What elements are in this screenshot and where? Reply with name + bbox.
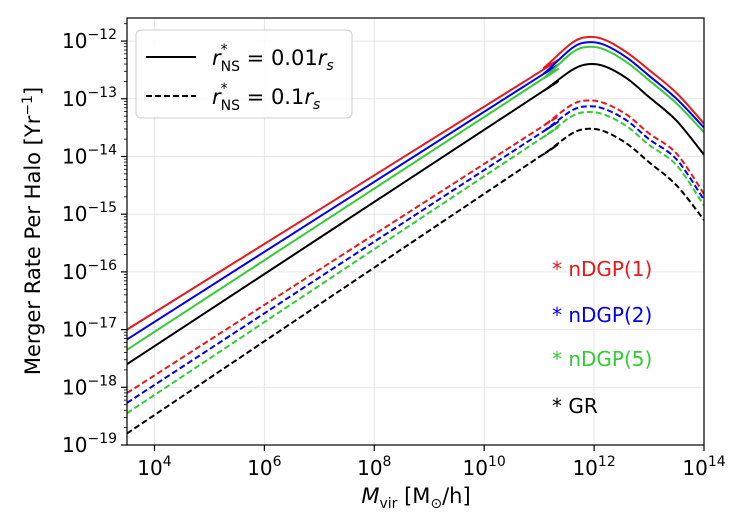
x-axis-title: Mvir [M⊙/h]	[361, 484, 470, 512]
series-line	[127, 105, 704, 404]
legend-solid-label: r* NS = 0.01rs	[212, 42, 334, 75]
series-line	[127, 35, 704, 331]
ticks: 104 106 108 1010 1012 1014 10−19 10−18 10−17 10−1…	[62, 23, 726, 480]
legend-box	[135, 29, 353, 119]
y-tick-label: 10−15	[62, 200, 117, 226]
x-tick-label: 104	[137, 454, 171, 480]
x-tick-label: 108	[357, 454, 391, 480]
x-tick-label: 1014	[682, 454, 725, 480]
x-tick-label: 106	[247, 454, 281, 480]
y-tick-label: 10−16	[62, 258, 117, 284]
y-tick-label: 10−19	[62, 431, 117, 457]
annotation-ndgp1: * nDGP(1)	[552, 257, 652, 281]
y-tick-label: 10−14	[62, 142, 117, 168]
series-line	[127, 111, 704, 415]
y-tick-label: 10−17	[62, 316, 117, 342]
legend-dashed-label: r* NS = 0.1rs	[212, 81, 320, 114]
series-line	[127, 45, 704, 351]
y-tick-label: 10−18	[62, 373, 117, 399]
annotation-ndgp5: * nDGP(5)	[552, 347, 652, 371]
x-tick-label: 1010	[463, 454, 506, 480]
y-tick-label: 10−13	[62, 85, 117, 111]
y-axis-title: Merger Rate Per Halo [Yr−1]	[20, 87, 45, 375]
series-line	[127, 41, 704, 341]
series-line	[127, 127, 704, 435]
series-line	[127, 62, 704, 366]
annotation-gr: * GR	[552, 394, 598, 418]
legend: r* NS = 0.01rs r* NS = 0.1rs	[135, 29, 353, 119]
x-tick-label: 1012	[572, 454, 615, 480]
series-layer	[127, 35, 704, 435]
series-line	[127, 99, 704, 394]
y-tick-label: 10−12	[62, 27, 117, 53]
annotation-ndgp2: * nDGP(2)	[552, 303, 652, 327]
